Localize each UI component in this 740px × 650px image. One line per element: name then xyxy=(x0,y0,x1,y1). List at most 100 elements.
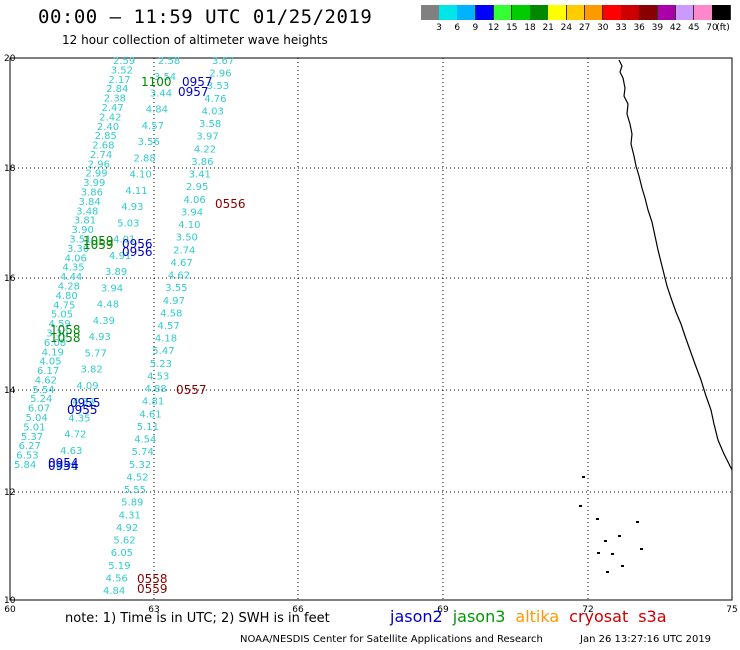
island xyxy=(618,535,621,537)
island xyxy=(597,552,600,554)
wave-height-label: 3.52 xyxy=(111,65,133,76)
wave-height-label: 4.01 xyxy=(113,235,135,246)
wave-height-label: 3.67 xyxy=(212,56,234,67)
wave-height-label: 5.24 xyxy=(30,394,52,405)
scale-unit: (ft) xyxy=(716,23,730,33)
wave-height-label: 6.08 xyxy=(44,338,66,349)
scale-swatch xyxy=(566,5,586,20)
scale-swatch xyxy=(548,5,567,20)
scale-label: 33 xyxy=(615,23,627,33)
wave-height-label: 5.23 xyxy=(150,359,172,370)
wave-height-label: 2.85 xyxy=(95,131,117,142)
island xyxy=(596,518,599,520)
wave-height-label: 4.35 xyxy=(62,263,84,274)
island xyxy=(579,505,582,507)
wave-height-label: 2.74 xyxy=(173,245,195,256)
wave-height-label: 4.62 xyxy=(168,271,190,282)
wave-height-label: 3.48 xyxy=(76,206,98,217)
pass-time-label: 0559 xyxy=(137,582,168,596)
color-scale-legend: 3 6 9 12 15 18 21 24 27 30 33 36 39 42 45 70 (ft) xyxy=(421,5,731,35)
scale-swatch xyxy=(584,5,604,20)
wave-height-label: 4.57 xyxy=(158,321,180,332)
scale-swatch xyxy=(530,5,549,20)
wave-height-label: 5.05 xyxy=(51,310,73,321)
wave-height-label: 4.22 xyxy=(194,144,216,155)
wave-height-label: 4.53 xyxy=(147,371,169,382)
wave-height-label: 4.76 xyxy=(204,94,226,105)
scale-swatch xyxy=(639,5,658,20)
y-tick-label: 14 xyxy=(4,386,16,396)
wave-height-label: 6.17 xyxy=(37,366,59,377)
wave-height-label: 4.72 xyxy=(64,430,86,441)
wave-height-label: 3.51 xyxy=(69,235,91,246)
scale-label: 36 xyxy=(633,23,645,33)
wave-height-label: 2.17 xyxy=(108,75,130,86)
footer-credit: NOAA/NESDIS Center for Satellite Applica… xyxy=(240,634,543,645)
wave-height-label: 3.99 xyxy=(83,178,105,189)
wave-height-label: 2.96 xyxy=(88,159,110,170)
wave-height-label: 6.27 xyxy=(19,441,41,452)
pass-time-label: 1059 xyxy=(83,238,114,252)
wave-height-label: 2.99 xyxy=(85,169,107,180)
scale-swatch xyxy=(694,5,713,20)
scale-swatch xyxy=(657,5,677,20)
wave-height-label: 4.11 xyxy=(125,186,147,197)
wave-height-label: 5.03 xyxy=(117,218,139,229)
wave-height-label: 5.32 xyxy=(129,460,151,471)
wave-height-label: 2.95 xyxy=(186,182,208,193)
wave-height-label: 3.94 xyxy=(101,283,123,294)
wave-height-label: 4.97 xyxy=(163,296,185,307)
wave-height-label: 6.53 xyxy=(16,451,38,462)
island xyxy=(606,571,609,573)
wave-height-label: 5.11 xyxy=(137,422,159,433)
wave-height-label: 3.53 xyxy=(207,81,229,92)
island xyxy=(636,521,639,523)
pass-time-label: 1058 xyxy=(50,323,81,337)
wave-height-label: 2.38 xyxy=(104,94,126,105)
wave-height-label: 3.56 xyxy=(138,137,160,148)
wave-height-label: 4.79 xyxy=(56,462,78,473)
scale-swatch xyxy=(712,5,731,20)
scale-swatch xyxy=(512,5,531,20)
wave-height-label: 4.33 xyxy=(72,397,94,408)
wave-height-label: 6.07 xyxy=(28,404,50,415)
wave-height-label: 4.19 xyxy=(42,347,64,358)
wave-height-label: 4.75 xyxy=(53,300,75,311)
wave-height-label: 3.58 xyxy=(199,119,221,130)
pass-time-label: 1058 xyxy=(50,331,81,345)
pass-time-label: 0957 xyxy=(182,75,213,89)
x-tick-label: 69 xyxy=(437,605,449,615)
x-tick-label: 63 xyxy=(148,605,159,615)
footer-timestamp: Jan 26 13:27:16 UTC 2019 xyxy=(580,634,712,645)
wave-height-label: 3.41 xyxy=(189,170,211,181)
wave-height-label: 4.56 xyxy=(106,573,128,584)
wave-height-label: 2.88 xyxy=(134,153,156,164)
scale-label: 70 xyxy=(706,23,718,33)
wave-height-label: 4.67 xyxy=(170,258,192,269)
wave-height-label: 5.77 xyxy=(85,348,107,359)
wave-height-label: 5.47 xyxy=(152,346,174,357)
wave-height-label: 3.55 xyxy=(165,283,187,294)
wave-height-label: 4.93 xyxy=(89,332,111,343)
scale-label: 45 xyxy=(688,23,700,33)
scale-swatch xyxy=(621,5,640,20)
wave-height-label: 4.10 xyxy=(178,220,200,231)
island xyxy=(611,553,614,555)
wave-height-label: 4.09 xyxy=(76,381,98,392)
pass-time-label: 0558 xyxy=(137,572,168,586)
wave-height-label: 2.59 xyxy=(113,56,135,67)
wave-height-label: 3.81 xyxy=(74,216,96,227)
wave-height-label: 4.91 xyxy=(109,251,131,262)
page-title: 00:00 – 11:59 UTC 01/25/2019 xyxy=(38,6,373,28)
wave-height-label: 5.37 xyxy=(21,432,43,443)
wave-height-label: 2.42 xyxy=(99,112,121,123)
wave-height-label: 4.57 xyxy=(142,121,164,132)
wave-height-label: 5.01 xyxy=(23,422,45,433)
scale-label: 39 xyxy=(651,23,664,33)
x-tick-label: 60 xyxy=(4,605,16,615)
pass-time-label: 0956 xyxy=(122,237,153,251)
island xyxy=(582,476,585,478)
wave-height-label: 5.19 xyxy=(108,561,130,572)
island xyxy=(640,548,643,550)
wave-height-label: 4.92 xyxy=(116,523,138,534)
